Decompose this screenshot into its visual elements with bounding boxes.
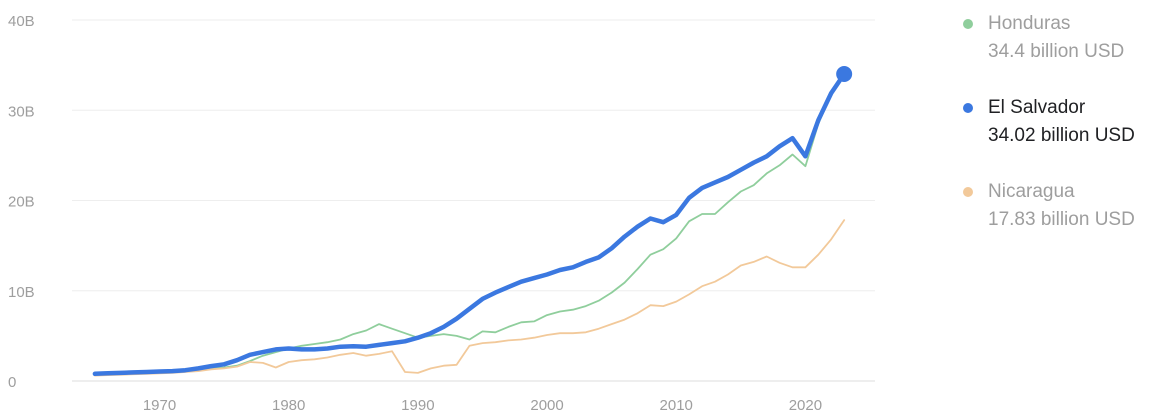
legend-label-honduras: Honduras [988, 13, 1071, 34]
x-tick-label: 1990 [401, 397, 434, 414]
gridlines [72, 19, 875, 382]
series-line-el-salvador[interactable] [92, 71, 847, 377]
x-tick-label: 2020 [789, 397, 822, 414]
x-tick-label: 2000 [530, 397, 563, 414]
y-tick-label: 0 [8, 374, 16, 391]
x-tick-label: 2010 [660, 397, 693, 414]
legend-item-nicaragua[interactable]: Nicaragua 17.83 billion USD [960, 178, 1165, 234]
series-markers [836, 65, 853, 82]
legend-dot-nicaragua [963, 187, 973, 197]
x-tick-label: 1970 [143, 397, 176, 414]
legend-value-el-salvador: 34.02 billion USD [988, 125, 1135, 146]
y-tick-label: 10B [8, 284, 35, 301]
y-tick-label: 20B [8, 194, 35, 211]
series-line-nicaragua[interactable] [94, 219, 846, 377]
legend-value-nicaragua: 17.83 billion USD [988, 209, 1135, 230]
y-axis-ticks: 0 10B 20B 30B 40B [8, 13, 35, 391]
x-axis-ticks: 1970 1980 1990 2000 2010 2020 [143, 397, 822, 414]
legend-label-el-salvador: El Salvador [988, 97, 1086, 118]
legend-value-honduras: 34.4 billion USD [988, 41, 1125, 62]
legend-dot-el-salvador [963, 103, 973, 113]
legend-label-nicaragua: Nicaragua [988, 181, 1075, 202]
series-lines [92, 69, 847, 377]
x-tick-label: 1980 [272, 397, 305, 414]
legend-item-honduras[interactable]: Honduras 34.4 billion USD [960, 10, 1165, 66]
y-tick-label: 40B [8, 13, 35, 30]
highlight-point-el-salvador[interactable] [836, 65, 853, 82]
legend: Honduras 34.4 billion USD El Salvador 34… [960, 10, 1165, 262]
legend-dot-honduras [963, 19, 973, 29]
legend-item-el-salvador[interactable]: El Salvador 34.02 billion USD [960, 94, 1165, 150]
y-tick-label: 30B [8, 103, 35, 120]
series-line-honduras[interactable] [94, 69, 846, 376]
